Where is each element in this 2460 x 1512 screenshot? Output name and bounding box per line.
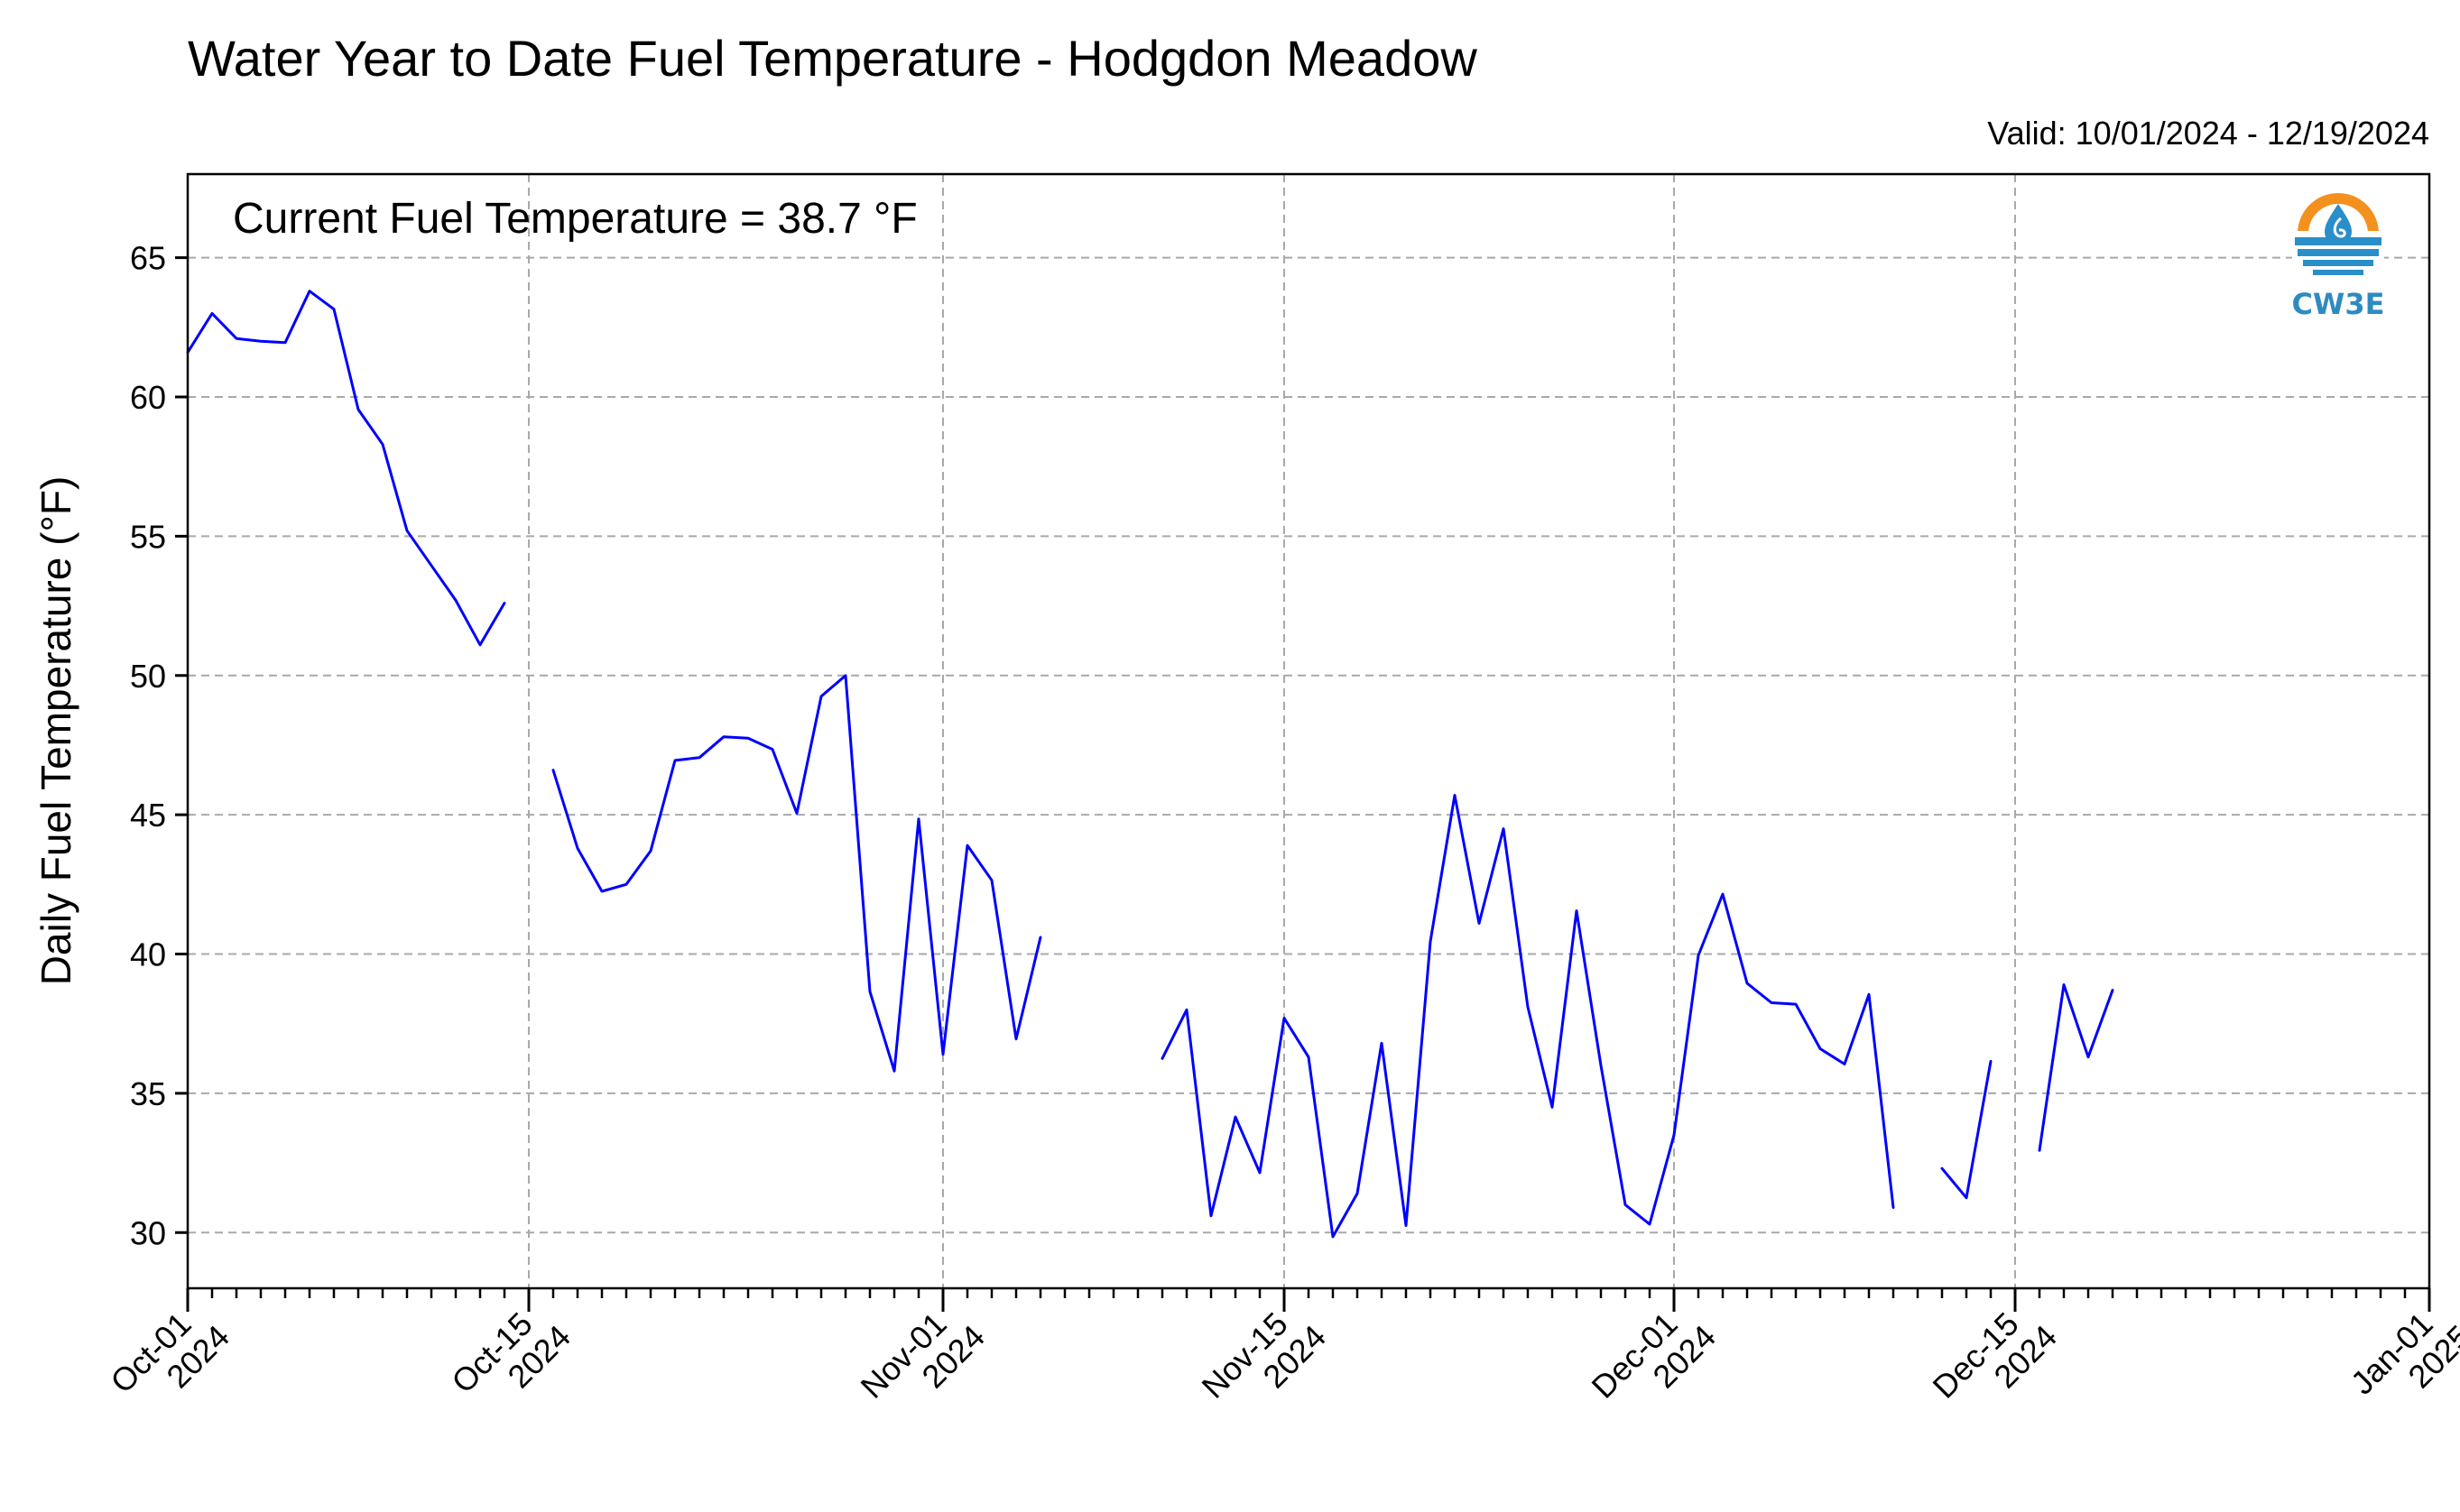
x-tick-label: Oct-012024 bbox=[103, 1293, 236, 1426]
logo-wave-3 bbox=[2303, 260, 2373, 266]
y-tick-label: 65 bbox=[130, 240, 166, 277]
x-tick-label: Oct-152024 bbox=[444, 1293, 578, 1426]
x-tick-label-text: Dec-152024 bbox=[1926, 1293, 2064, 1431]
x-tick-label-text: Nov-152024 bbox=[1195, 1293, 1333, 1431]
x-axis: Oct-012024 Oct-152024 Nov-012024 Nov-152024… bbox=[103, 1288, 2460, 1431]
x-tick-label: Nov-152024 bbox=[1195, 1293, 1333, 1431]
y-tick-label: 55 bbox=[130, 518, 166, 555]
fuel-temperature-line-segment bbox=[1940, 1059, 1993, 1200]
grid-lines bbox=[188, 174, 2429, 1288]
logo-text: CW3E bbox=[2292, 287, 2385, 321]
y-axis-label: Daily Fuel Temperature (°F) bbox=[32, 476, 79, 986]
y-tick-label: 30 bbox=[130, 1214, 166, 1251]
x-tick-label-text: Nov-012024 bbox=[854, 1293, 992, 1431]
x-tick-label: Jan-012025 bbox=[2344, 1293, 2460, 1427]
x-tick-label: Dec-152024 bbox=[1926, 1293, 2064, 1431]
y-tick-label: 35 bbox=[130, 1075, 166, 1112]
series-lines bbox=[186, 290, 2114, 1239]
fuel-temperature-line-segment bbox=[186, 290, 506, 647]
x-tick-label-text: Dec-012024 bbox=[1585, 1293, 1723, 1431]
y-tick-label: 50 bbox=[130, 658, 166, 695]
fuel-temperature-line-segment bbox=[1161, 794, 1895, 1239]
fuel-temperature-line-segment bbox=[2038, 983, 2114, 1152]
valid-date-range: Valid: 10/01/2024 - 12/19/2024 bbox=[1987, 115, 2429, 152]
y-tick-label: 60 bbox=[130, 379, 166, 416]
y-tick-label: 40 bbox=[130, 936, 166, 973]
y-tick-label: 45 bbox=[130, 797, 166, 834]
current-fuel-temperature-annotation: Current Fuel Temperature = 38.7 °F bbox=[233, 195, 918, 243]
fuel-temperature-line-segment bbox=[551, 674, 1042, 1073]
cw3e-logo: CW3E bbox=[2292, 193, 2385, 321]
x-tick-label: Dec-012024 bbox=[1585, 1293, 1723, 1431]
chart-title: Water Year to Date Fuel Temperature - Ho… bbox=[188, 30, 1477, 87]
plot-frame bbox=[186, 172, 2431, 1290]
logo-wave-4 bbox=[2313, 270, 2363, 275]
y-axis: 30 35 40 45 50 55 60 65 bbox=[130, 240, 188, 1251]
x-tick-label: Nov-012024 bbox=[854, 1293, 992, 1431]
x-tick-label-text: Jan-012025 bbox=[2344, 1293, 2460, 1427]
logo-drop-swirl bbox=[2333, 217, 2346, 238]
logo-wave-2 bbox=[2298, 249, 2379, 256]
x-tick-label-text: Oct-152024 bbox=[444, 1293, 578, 1426]
x-tick-label-text: Oct-012024 bbox=[103, 1293, 236, 1426]
